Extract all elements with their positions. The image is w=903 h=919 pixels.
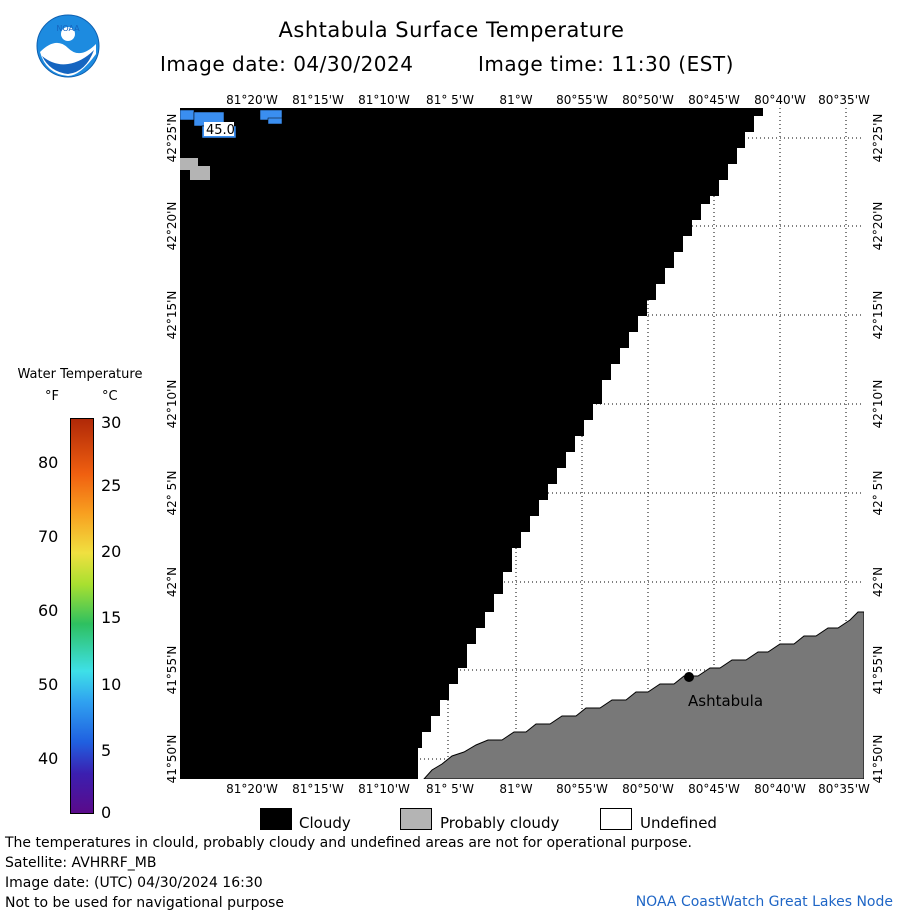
lon-label-bottom: 80°40'W (754, 782, 806, 796)
f-tick: 50 (38, 675, 59, 694)
image-time: Image time: 11:30 (EST) (478, 52, 734, 76)
lat-label-left: 42° 5'N (165, 470, 179, 516)
lat-label-left: 42°20'N (165, 201, 179, 251)
key-swatch-probably-cloudy (400, 808, 432, 830)
key-swatch-cloudy (260, 808, 292, 830)
legend-unit-c: °C (102, 389, 118, 404)
lat-label-left: 41°50'N (165, 734, 179, 784)
lon-label-bottom: 81°10'W (358, 782, 410, 796)
temperature-label: 45.0 (206, 123, 235, 138)
image-date: Image date: 04/30/2024 (160, 52, 414, 76)
c-tick: 5 (101, 741, 112, 760)
lon-label-top: 80°55'W (556, 93, 608, 107)
legend-title: Water Temperature (17, 367, 143, 382)
lon-label-top: 80°40'W (754, 93, 806, 107)
legend-unit-f: °F (45, 389, 59, 404)
place-label: Ashtabula (688, 692, 763, 710)
lon-label-bottom: 80°50'W (622, 782, 674, 796)
lon-label-top: 81°10'W (358, 93, 410, 107)
land-area (423, 611, 864, 779)
lon-label-top: 81° 5'W (426, 93, 474, 107)
key-label-cloudy: Cloudy (299, 814, 351, 832)
lat-label-right: 42°N (871, 566, 885, 598)
key-swatch-undefined (600, 808, 632, 830)
lon-label-bottom: 80°35'W (818, 782, 870, 796)
lat-label-right: 42°20'N (871, 201, 885, 251)
lon-label-top: 80°50'W (622, 93, 674, 107)
lat-label-left: 42°25'N (165, 113, 179, 163)
lon-label-bottom: 81°15'W (292, 782, 344, 796)
lon-label-bottom: 81°W (499, 782, 533, 796)
map-canvas: 45.0 Ashtabula (180, 108, 864, 779)
lat-label-right: 42°25'N (871, 113, 885, 163)
c-tick: 20 (101, 542, 122, 561)
c-tick: 10 (101, 675, 122, 694)
utc-date-text: Image date: (UTC) 04/30/2024 16:30 (5, 875, 263, 891)
lon-label-top: 81°15'W (292, 93, 344, 107)
f-tick: 70 (38, 527, 59, 546)
lon-label-bottom: 81°20'W (226, 782, 278, 796)
lat-label-right: 41°50'N (871, 734, 885, 784)
navigation-warning: Not to be used for navigational purpose (5, 895, 284, 911)
lon-label-bottom: 80°55'W (556, 782, 608, 796)
lon-label-top: 80°45'W (688, 93, 740, 107)
lon-label-bottom: 81° 5'W (426, 782, 474, 796)
key-label-probably-cloudy: Probably cloudy (440, 814, 560, 832)
credit-text: NOAA CoastWatch Great Lakes Node (635, 894, 893, 910)
noaa-logo: NOAA (36, 14, 100, 78)
lon-label-top: 81°20'W (226, 93, 278, 107)
lon-label-bottom: 80°45'W (688, 782, 740, 796)
key-label-undefined: Undefined (640, 814, 717, 832)
temperature-label-bg (204, 122, 234, 136)
c-tick: 0 (101, 803, 112, 822)
f-tick: 60 (38, 601, 59, 620)
lat-label-left: 42°10'N (165, 379, 179, 429)
c-tick: 30 (101, 413, 122, 432)
lat-label-right: 42°15'N (871, 290, 885, 340)
satellite-text: Satellite: AVHRRF_MB (5, 855, 157, 871)
lat-label-left: 41°55'N (165, 645, 179, 695)
disclaimer-text: The temperatures in clould, probably clo… (5, 835, 692, 851)
f-tick: 80 (38, 453, 59, 472)
page-title: Ashtabula Surface Temperature (278, 18, 625, 42)
color-scale-bar (70, 418, 94, 814)
lat-label-left: 42°N (165, 566, 179, 598)
probably-cloudy-patch (180, 158, 210, 180)
lon-label-top: 80°35'W (818, 93, 870, 107)
c-tick: 25 (101, 476, 122, 495)
logo-text: NOAA (56, 24, 80, 33)
f-tick: 40 (38, 749, 59, 768)
lat-label-right: 41°55'N (871, 645, 885, 695)
cloudy-area (180, 108, 763, 779)
lat-label-right: 42°10'N (871, 379, 885, 429)
ashtabula-marker (684, 672, 694, 682)
c-tick: 15 (101, 608, 122, 627)
lat-label-left: 42°15'N (165, 290, 179, 340)
lon-label-top: 81°W (499, 93, 533, 107)
lat-label-right: 42° 5'N (871, 470, 885, 516)
